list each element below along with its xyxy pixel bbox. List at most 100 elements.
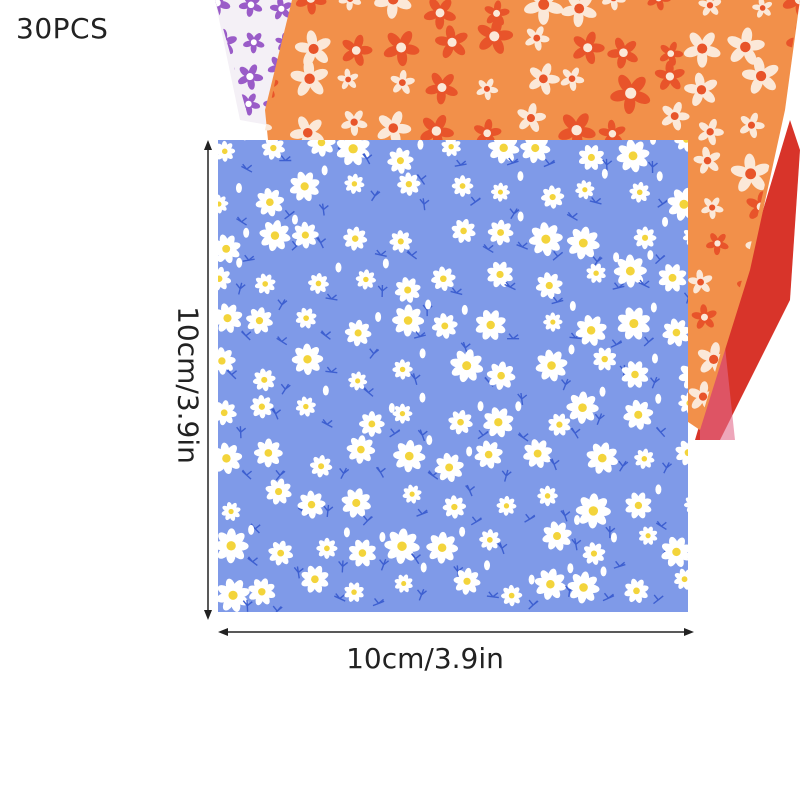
stem-print [594, 413, 605, 425]
stem-print [661, 462, 672, 474]
stem-print [416, 508, 428, 517]
petal-print [375, 311, 382, 322]
stem-print [362, 153, 373, 165]
stem-print [561, 378, 572, 391]
daisy-print [566, 226, 600, 260]
orange-flower-print [661, 101, 690, 131]
petal-print [651, 353, 658, 364]
stem-print [657, 198, 669, 208]
stem-print [613, 560, 626, 569]
daisy-print [384, 528, 420, 564]
stem-print [379, 558, 390, 571]
stem-print [693, 463, 705, 469]
daisy-print [218, 140, 236, 162]
stem-print [416, 588, 427, 601]
petal-print [528, 574, 535, 585]
petal-print [650, 302, 657, 313]
daisy-print [341, 488, 371, 518]
stem-print [271, 407, 282, 420]
front-fabric-blue [218, 140, 705, 612]
daisy-print [682, 229, 688, 246]
daisy-print [629, 181, 651, 203]
daisy-print [434, 452, 464, 483]
daisy-print [450, 349, 484, 383]
stem-print [655, 520, 667, 531]
stem-print [242, 254, 255, 262]
daisy-print [218, 400, 237, 426]
daisy-print [638, 526, 658, 545]
petal-print [662, 216, 669, 227]
petal-print [567, 563, 574, 574]
daisy-print [218, 347, 236, 375]
stem-print [655, 254, 666, 265]
petal-print [417, 140, 424, 150]
stem-print [235, 282, 246, 295]
stem-print [280, 383, 291, 395]
daisy-print [582, 542, 606, 565]
stem-print [372, 598, 385, 607]
daisy-print [475, 310, 506, 340]
stem-print [592, 256, 603, 268]
orange-flower-print [265, 115, 272, 131]
stem-print [276, 336, 288, 346]
purple-flower-print [243, 32, 265, 54]
stem-print [293, 566, 304, 579]
daisy-print [442, 495, 467, 519]
petal-print [243, 140, 246, 141]
stem-print [602, 592, 615, 602]
stem-print [524, 513, 536, 523]
orange-flower-print [788, 311, 800, 336]
petal-print [335, 262, 342, 273]
daisy-print [617, 307, 650, 340]
daisy-print [586, 263, 606, 283]
daisy-print [543, 312, 563, 332]
orange-flower-print [693, 146, 721, 174]
orange-flower-print [383, 30, 420, 67]
orange-flower-print [517, 103, 546, 132]
petal-print [236, 257, 243, 268]
orange-flower-print [435, 25, 468, 59]
stem-print [369, 348, 380, 359]
stem-print [543, 158, 556, 168]
stem-print [316, 236, 327, 249]
daisy-print [394, 277, 421, 303]
daisy-print [575, 314, 607, 346]
petal-print [321, 165, 328, 176]
petal-print [243, 227, 250, 238]
daisy-print [520, 140, 551, 164]
stem-print [320, 330, 332, 340]
petal-print [599, 386, 606, 397]
petal-print [291, 214, 298, 225]
daisy-print [613, 254, 647, 288]
orange-flower-print [525, 26, 550, 51]
petal-print [601, 168, 608, 179]
petal-print [459, 526, 466, 537]
stem-print [570, 427, 581, 439]
stem-print [605, 526, 616, 539]
stem-print [334, 593, 346, 602]
orange-flower-print [341, 110, 368, 136]
orange-flower-print [290, 59, 328, 96]
stem-print [589, 197, 602, 205]
daisy-print [426, 531, 459, 564]
stem-print [279, 155, 292, 162]
daisy-print [389, 230, 413, 253]
petal-print [517, 171, 524, 182]
orange-flower-print [573, 31, 605, 65]
orange-flower-print [337, 68, 359, 90]
daisy-print [658, 264, 687, 292]
petal-print [477, 401, 484, 412]
height-dimension-label: 10cm/3.9in [171, 306, 205, 464]
orange-flower-print [654, 60, 685, 90]
daisy-print [625, 492, 652, 519]
daisy-print [348, 371, 368, 391]
daisy-print [392, 359, 413, 380]
orange-flower-print [752, 0, 773, 18]
stem-print [450, 287, 463, 296]
stem-print [363, 387, 374, 397]
orange-flower-print [377, 111, 412, 146]
daisy-print [623, 399, 654, 430]
orange-flower-print [793, 67, 800, 82]
stem-print [551, 296, 564, 305]
daisy-print [528, 222, 563, 257]
